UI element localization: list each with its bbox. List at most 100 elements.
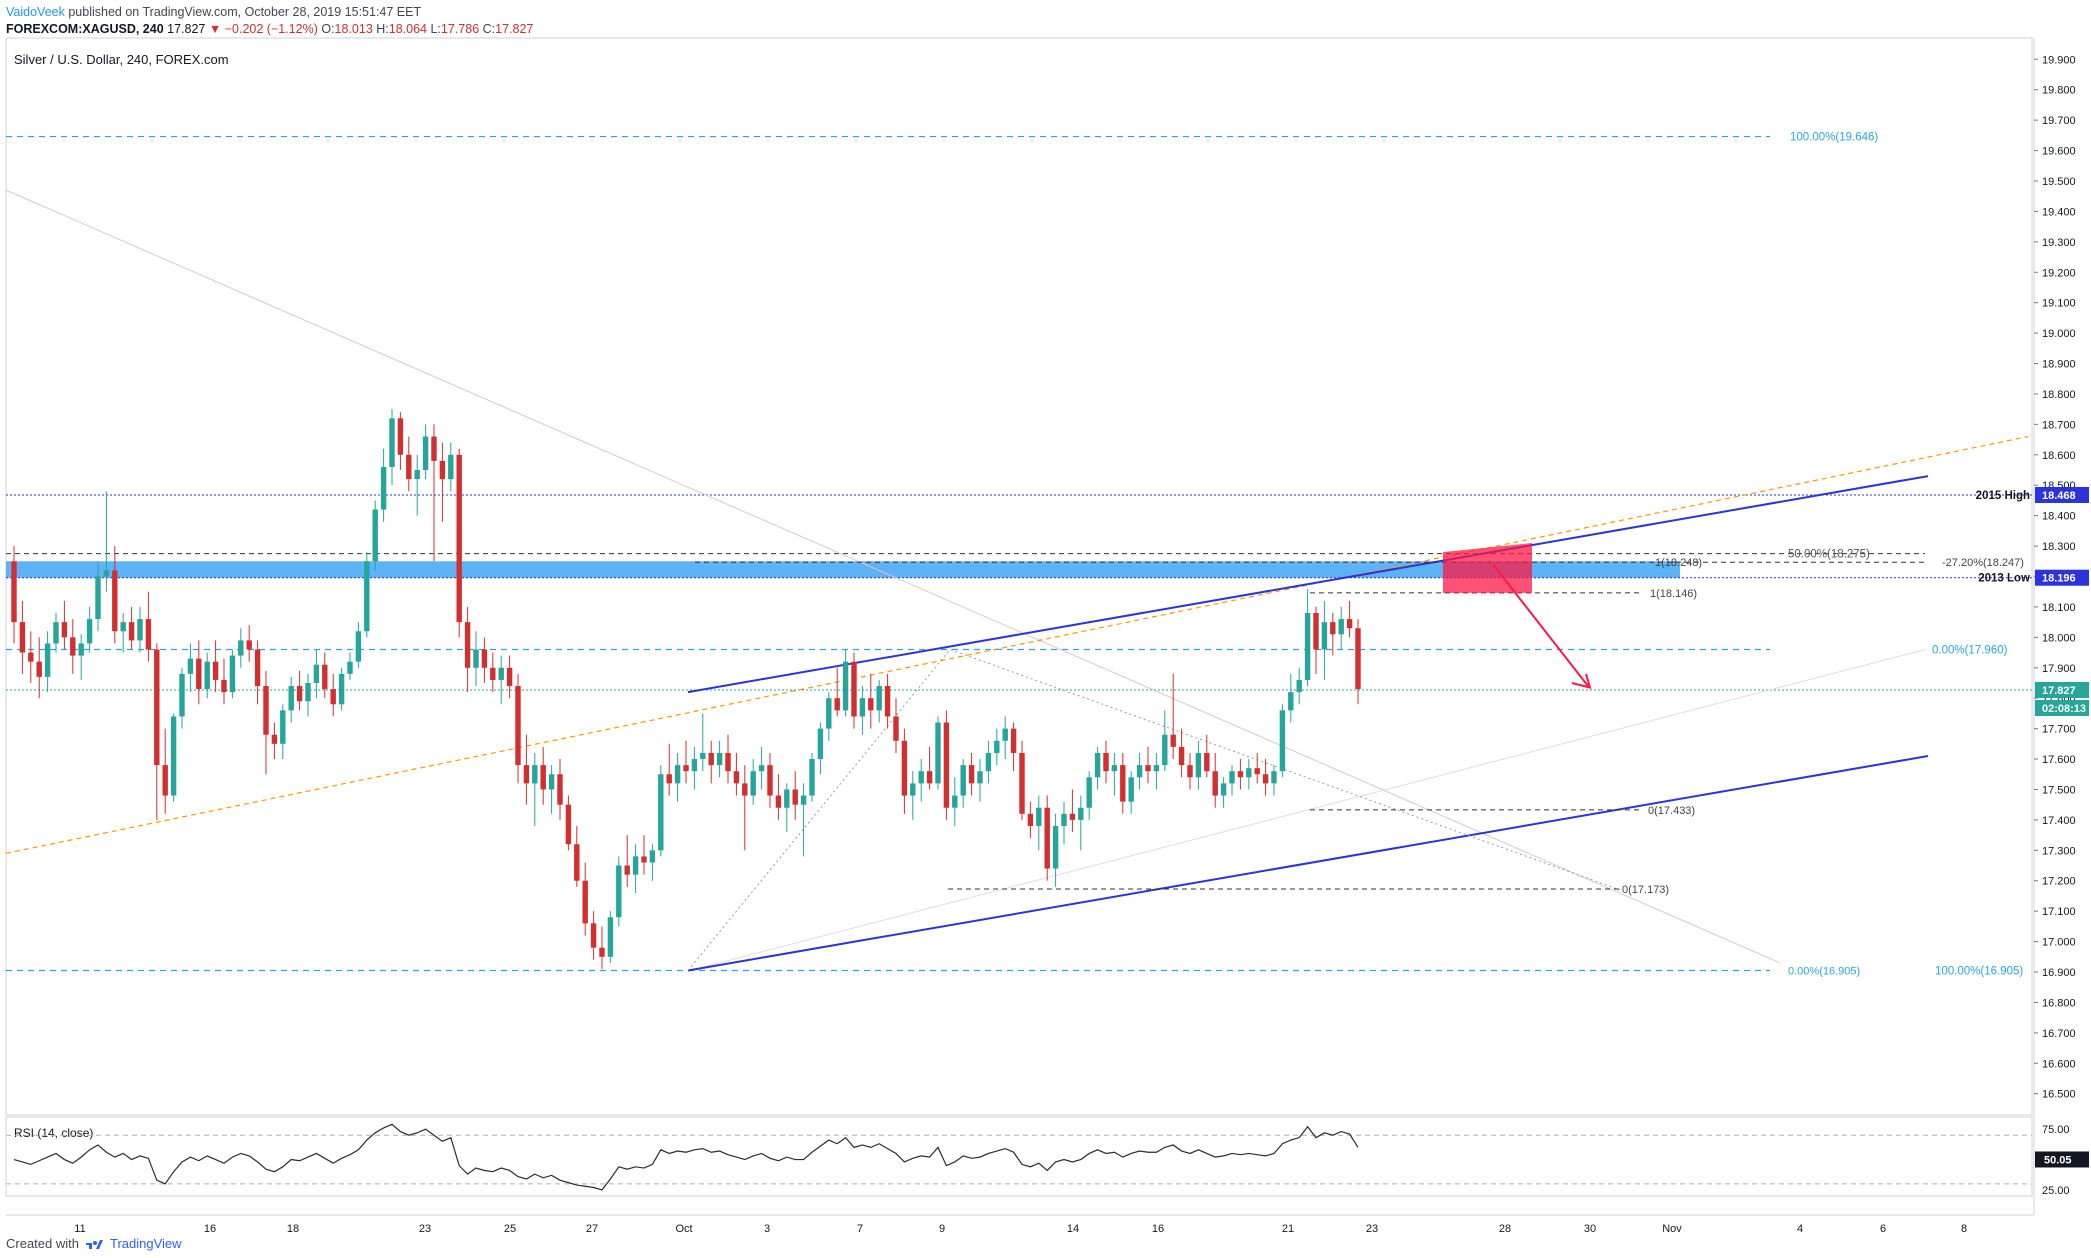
level-label: 2013 Low	[1978, 573, 2030, 585]
price-label-box	[2035, 486, 2089, 503]
y-tick-label: 17.200	[2042, 876, 2076, 888]
candle-body	[1195, 752, 1202, 778]
last-price: 17.827	[167, 22, 206, 36]
y-tick-label: 17.700	[2042, 724, 2076, 736]
candle-body	[884, 686, 891, 717]
candle-body	[800, 795, 807, 805]
candle-body	[590, 923, 597, 948]
candle-body	[708, 752, 714, 766]
x-tick-label: 18	[287, 1223, 299, 1235]
candle-body	[288, 686, 294, 711]
x-tick-label: 27	[586, 1223, 598, 1235]
candle-body	[229, 655, 236, 693]
y-tick-label: 18.700	[2042, 419, 2076, 431]
candle-body	[204, 661, 210, 690]
x-tick-label: 25	[504, 1223, 516, 1235]
fib-zigzag-line	[687, 648, 1621, 971]
candle-body	[431, 436, 437, 461]
tradingview-brand[interactable]: TradingView	[110, 1236, 182, 1251]
candle-body	[851, 661, 857, 717]
candle-body	[649, 850, 656, 863]
candle-body	[716, 752, 723, 766]
candle-body	[1330, 622, 1336, 635]
candle-body	[1128, 777, 1134, 802]
candle-body	[1254, 768, 1260, 775]
price-label-text: 17.827	[2042, 685, 2076, 697]
x-tick-label: 23	[419, 1223, 431, 1235]
chart-header: VaidoVeek published on TradingView.com, …	[6, 4, 533, 38]
candle-body	[607, 917, 614, 957]
open-value: 18.013	[334, 22, 373, 36]
candle-body	[910, 783, 916, 796]
x-tick-label: 7	[857, 1223, 863, 1235]
candle-body	[86, 619, 93, 644]
candle-body	[1019, 752, 1025, 814]
candle-body	[1136, 765, 1143, 778]
candle-body	[28, 652, 34, 662]
candle-body	[624, 865, 630, 875]
candle-body	[347, 661, 353, 674]
candle-body	[893, 716, 899, 741]
y-tick-label: 18.900	[2042, 359, 2076, 371]
candle-body	[977, 771, 983, 784]
candle-body	[439, 460, 446, 480]
candle-body	[296, 686, 303, 702]
high-value: 18.064	[388, 22, 427, 36]
candle-body	[733, 771, 740, 784]
y-tick-label: 19.700	[2042, 115, 2076, 127]
candle-body	[641, 856, 647, 863]
x-tick-label: 28	[1499, 1223, 1511, 1235]
candle-body	[901, 740, 908, 796]
y-tick-label: 18.400	[2042, 511, 2076, 523]
candle-body	[1162, 734, 1168, 766]
candle-body	[1002, 728, 1008, 741]
long-downtrend-line	[5, 189, 1781, 964]
down-arrow-head	[1571, 673, 1592, 689]
y-tick-label: 17.400	[2042, 815, 2076, 827]
candle-body	[246, 640, 252, 650]
footer: Created with TradingView	[6, 1236, 182, 1251]
x-tick-label: 16	[1152, 1223, 1164, 1235]
candle-body	[742, 783, 748, 796]
candle-body	[918, 771, 924, 784]
candle-body	[355, 631, 362, 662]
candle-body	[683, 765, 689, 772]
candle-body	[1346, 619, 1353, 629]
candle-body	[750, 771, 756, 796]
candle-body	[1044, 807, 1050, 869]
candle-body	[322, 664, 328, 690]
candle-body	[78, 643, 84, 656]
candle-body	[372, 509, 378, 562]
candle-body	[414, 470, 420, 480]
rsi-pane-border	[5, 1116, 2033, 1197]
price-label-box	[2035, 699, 2089, 716]
candle-body	[95, 576, 101, 620]
candle-body	[968, 765, 975, 784]
level-label: 0.00%(17.960)	[1932, 645, 2008, 657]
y-tick-label: 18.600	[2042, 450, 2076, 462]
x-tick-label: 21	[1282, 1223, 1294, 1235]
x-tick-label: 16	[204, 1223, 216, 1235]
candle-body	[456, 454, 462, 623]
candle-body	[187, 658, 194, 674]
candle-body	[1279, 710, 1286, 772]
candle-body	[1036, 807, 1042, 826]
channel-lower-line	[687, 755, 1929, 972]
x-tick-label: 30	[1584, 1223, 1596, 1235]
candle-body	[1246, 768, 1252, 778]
candle-body	[120, 622, 126, 632]
candle-body	[313, 664, 320, 683]
author-link[interactable]: VaidoVeek	[6, 5, 65, 19]
candle-body	[952, 795, 958, 808]
channel-upper-line	[687, 475, 1929, 694]
y-tick-label: 16.500	[2042, 1089, 2076, 1101]
y-tick-label: 18.100	[2042, 602, 2076, 614]
candle-body	[128, 622, 135, 641]
candle-body	[506, 667, 513, 687]
candle-body	[490, 667, 496, 680]
faint-uptrend-line	[689, 649, 1926, 971]
candle-body	[364, 561, 370, 632]
candle-body	[582, 880, 588, 924]
x-tick-label: 23	[1366, 1223, 1378, 1235]
